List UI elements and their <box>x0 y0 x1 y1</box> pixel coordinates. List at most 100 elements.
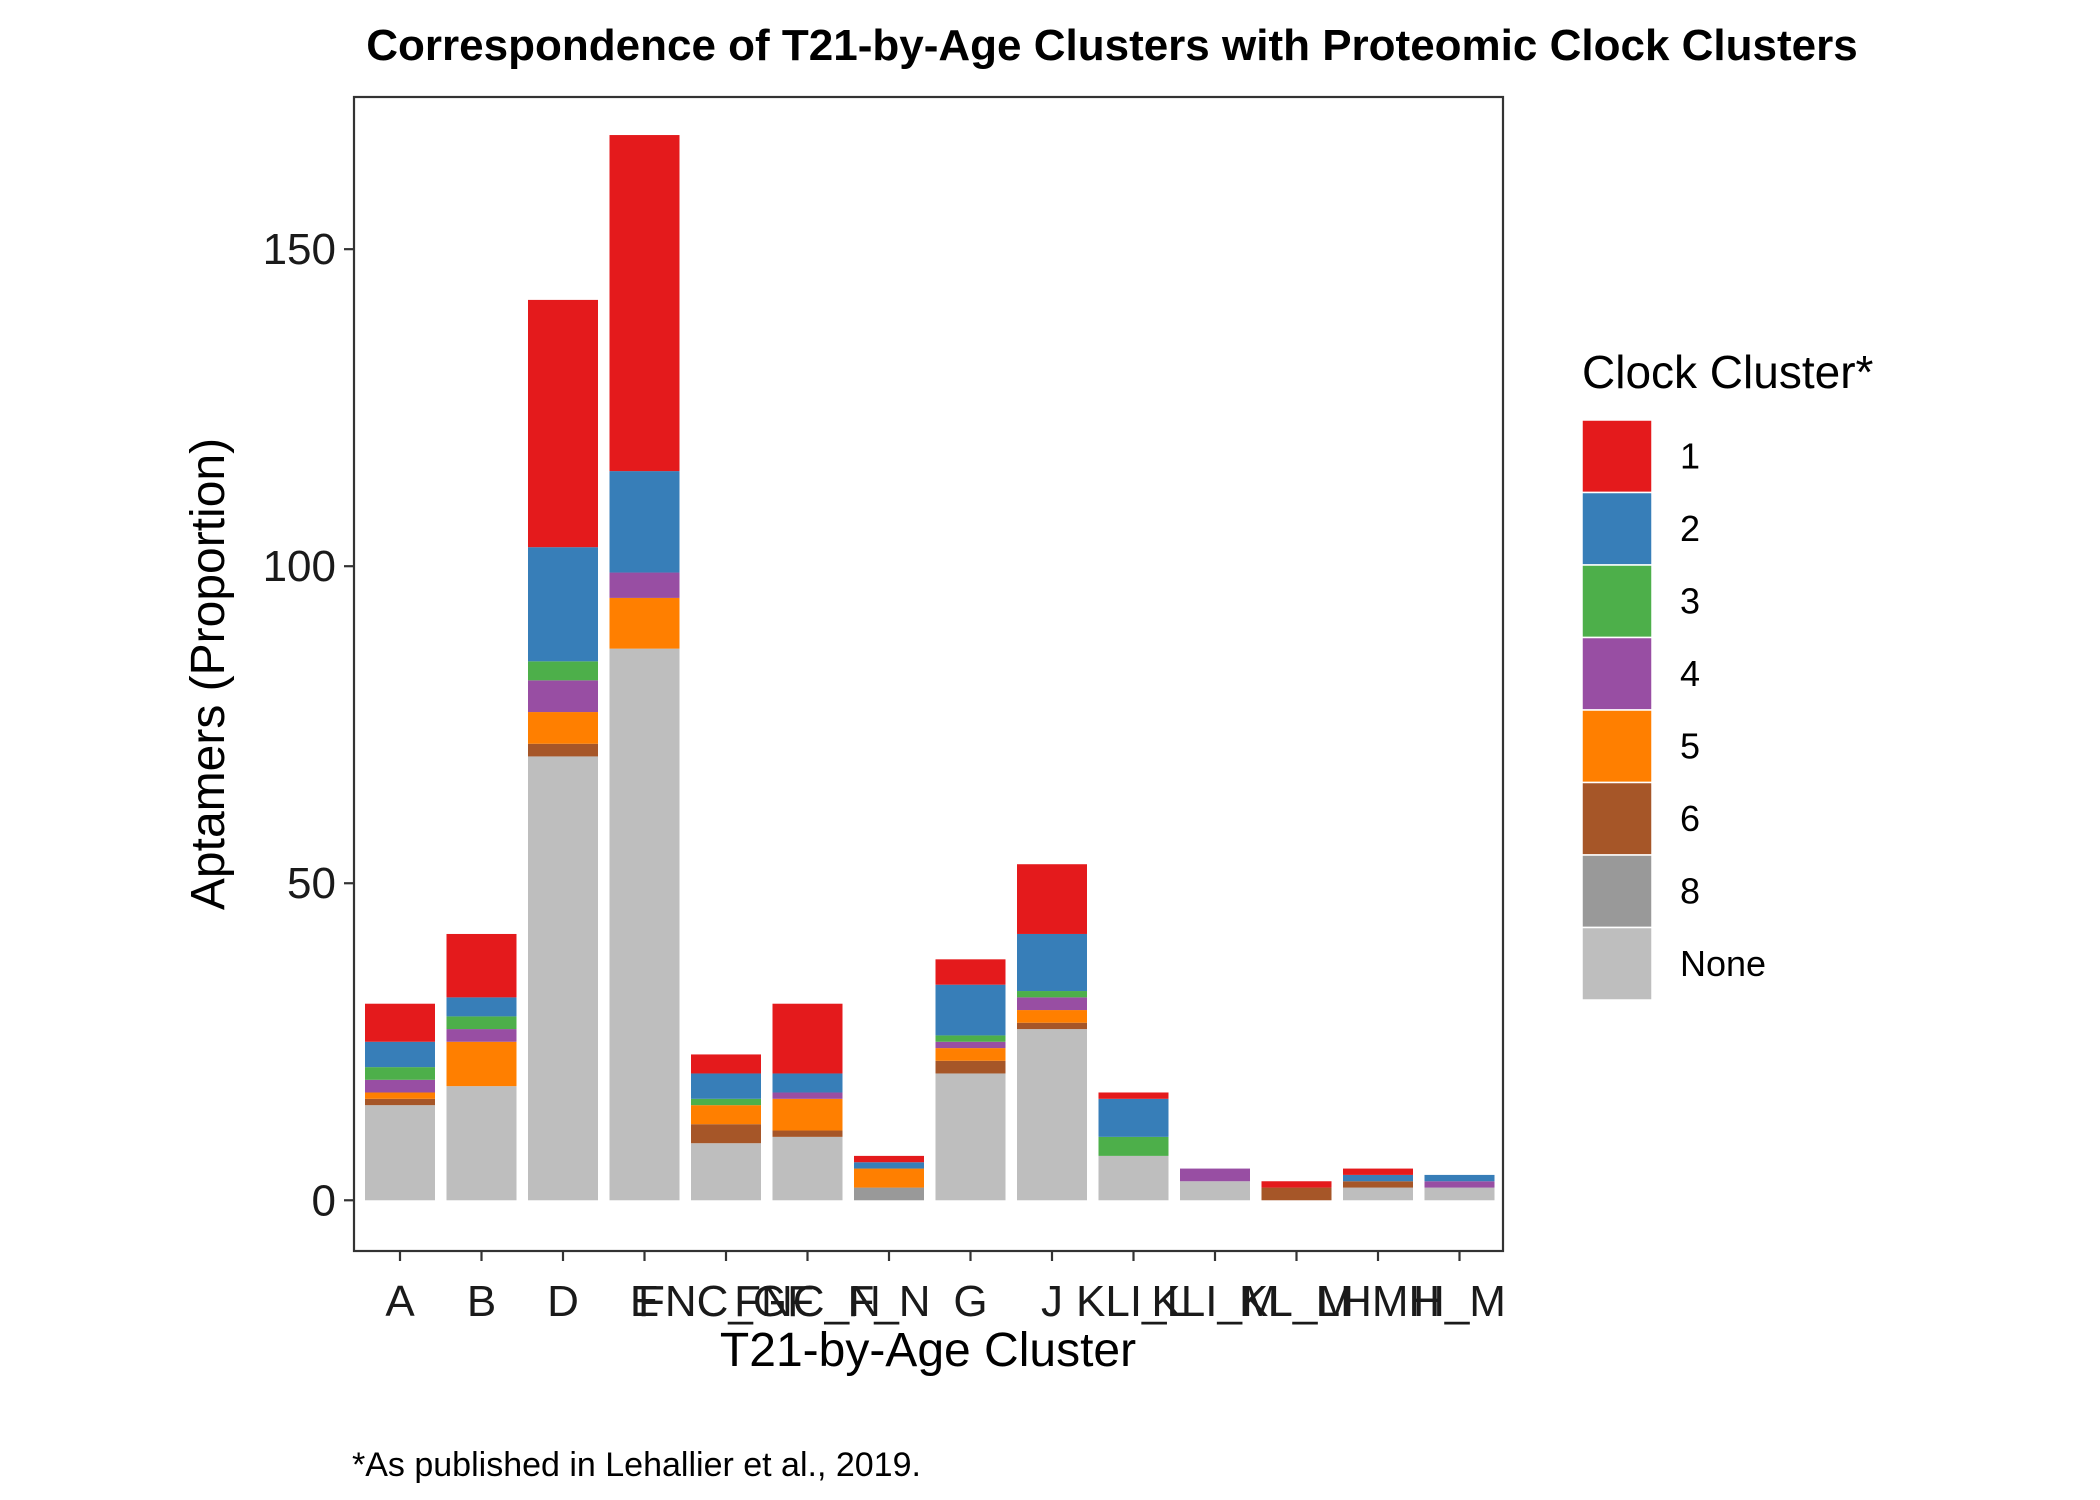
bar-segment-fnc-gf-5 <box>691 1105 761 1125</box>
legend-label-3: 3 <box>1680 580 1700 621</box>
legend-key-1 <box>1581 419 1653 494</box>
plot-panel-border <box>352 95 1505 1253</box>
y-axis: 0 50 100 150 <box>263 225 354 1225</box>
bar-segment-j-5 <box>1017 1010 1087 1023</box>
bar-segment-b-none <box>446 1086 517 1201</box>
bar-segment-kli-l-2 <box>1098 1098 1169 1137</box>
bar-segment-fnc-n-5 <box>772 1098 843 1131</box>
legend-key-2 <box>1581 491 1653 566</box>
bar-segment-kli-l-3 <box>1098 1136 1169 1156</box>
legend-label-2: 2 <box>1680 508 1700 549</box>
bar-segment-e-none <box>609 648 680 1201</box>
bar-segment-g-1 <box>935 959 1006 985</box>
bar-segment-g-2 <box>935 984 1006 1036</box>
bar-segment-g-5 <box>935 1048 1006 1061</box>
bar-segment-fnc-gf-1 <box>691 1054 761 1074</box>
bar-segment-a-1 <box>365 1003 435 1042</box>
legend-title: Clock Cluster* <box>1582 346 1874 398</box>
bar-segment-f-n-1 <box>854 1155 924 1163</box>
bar-segment-kli-l-none <box>1098 1155 1169 1201</box>
bar-segment-lhmh-1 <box>1343 1168 1413 1175</box>
bar-segment-kl-m-6 <box>1261 1187 1332 1201</box>
x-tick-label: G <box>953 1277 987 1326</box>
bar-segment-b-5 <box>446 1041 517 1087</box>
legend-label-4: 4 <box>1680 653 1700 694</box>
x-tick-label: KLI_L <box>1076 1277 1191 1326</box>
bar-segment-j-2 <box>1017 933 1087 992</box>
legend-key-none <box>1581 926 1653 1001</box>
bar-segment-d-6 <box>528 743 598 757</box>
bar-segment-fnc-n-2 <box>772 1073 843 1093</box>
legend-label-6: 6 <box>1680 798 1700 839</box>
bar-segment-d-3 <box>528 661 598 681</box>
x-tick-label: F_N <box>847 1277 930 1326</box>
bar-segment-h-m-2 <box>1424 1174 1495 1182</box>
legend-key-8 <box>1581 854 1653 929</box>
bar-segment-b-2 <box>446 997 517 1017</box>
bar-segment-a-6 <box>365 1098 435 1106</box>
x-tick-label: FNC_N <box>734 1277 881 1326</box>
x-tick-label: B <box>467 1277 496 1326</box>
bar-segment-fnc-gf-none <box>691 1143 761 1201</box>
x-tick-label: J <box>1041 1277 1063 1326</box>
legend-key-3 <box>1581 564 1653 639</box>
bar-segment-fnc-n-1 <box>772 1003 843 1074</box>
legend-key-6 <box>1581 781 1653 856</box>
bar-segment-j-4 <box>1017 997 1087 1011</box>
bar-segment-b-1 <box>446 933 517 998</box>
legend-label-5: 5 <box>1680 725 1700 766</box>
x-tick-label: A <box>385 1277 415 1326</box>
bar-segment-a-4 <box>365 1079 435 1093</box>
x-tick-label: H_M <box>1413 1277 1506 1326</box>
bar-segment-g-3 <box>935 1035 1006 1042</box>
bar-segment-j-3 <box>1017 991 1087 998</box>
x-tick-label: KL_M <box>1239 1277 1354 1326</box>
bar-segment-a-3 <box>365 1067 435 1080</box>
bar-segment-fnc-n-4 <box>772 1092 843 1099</box>
x-axis-title: T21-by-Age Cluster <box>720 1324 1136 1377</box>
bar-segment-f-n-5 <box>854 1168 924 1188</box>
legend-label-none: None <box>1680 943 1766 984</box>
bar-segment-f-n-2 <box>854 1162 924 1169</box>
x-tick-label: FNC_GF <box>638 1277 814 1326</box>
footnote: *As published in Lehallier et al., 2019. <box>352 1446 921 1484</box>
bar-segment-fnc-gf-3 <box>691 1098 761 1106</box>
bar-segment-lhmh-none <box>1343 1187 1413 1201</box>
bar-segment-d-5 <box>528 712 598 744</box>
bar-segment-e-2 <box>609 471 680 573</box>
y-tick-label: 100 <box>263 542 336 591</box>
chart-title: Correspondence of T21-by-Age Clusters wi… <box>366 21 1857 70</box>
bar-segment-j-6 <box>1017 1022 1087 1030</box>
bar-segment-b-4 <box>446 1029 517 1042</box>
bar-segment-d-1 <box>528 299 598 548</box>
bar-segment-fnc-gf-2 <box>691 1073 761 1099</box>
x-tick-label: D <box>547 1277 579 1326</box>
bar-segment-f-n-8 <box>854 1187 924 1201</box>
bar-segment-d-4 <box>528 680 598 713</box>
x-tick-label: E <box>630 1277 659 1326</box>
y-tick-label: 150 <box>263 225 336 274</box>
bar-segment-e-5 <box>609 597 680 649</box>
y-tick-label: 50 <box>287 859 336 908</box>
bar-segment-j-none <box>1017 1029 1087 1201</box>
legend-label-8: 8 <box>1680 870 1700 911</box>
bar-segment-lhmh-2 <box>1343 1174 1413 1182</box>
bar-segment-h-m-none <box>1424 1187 1495 1201</box>
bar-segment-fnc-gf-6 <box>691 1124 761 1144</box>
bar-segment-a-5 <box>365 1092 435 1099</box>
bar-segment-fnc-n-none <box>772 1136 843 1201</box>
bars-layer <box>365 135 1495 1201</box>
bar-segment-a-none <box>365 1105 435 1201</box>
bar-segment-kli-m-4 <box>1180 1168 1250 1182</box>
bar-segment-fnc-n-6 <box>772 1130 843 1137</box>
bar-segment-kl-m-1 <box>1261 1181 1332 1188</box>
y-tick-label: 0 <box>312 1176 336 1225</box>
legend-key-4 <box>1581 636 1653 711</box>
legend-key-5 <box>1581 709 1653 784</box>
bar-segment-g-4 <box>935 1041 1006 1049</box>
bar-segment-d-2 <box>528 547 598 662</box>
y-axis-title: Aptamers (Proportion) <box>182 438 235 910</box>
legend-label-1: 1 <box>1680 435 1700 476</box>
